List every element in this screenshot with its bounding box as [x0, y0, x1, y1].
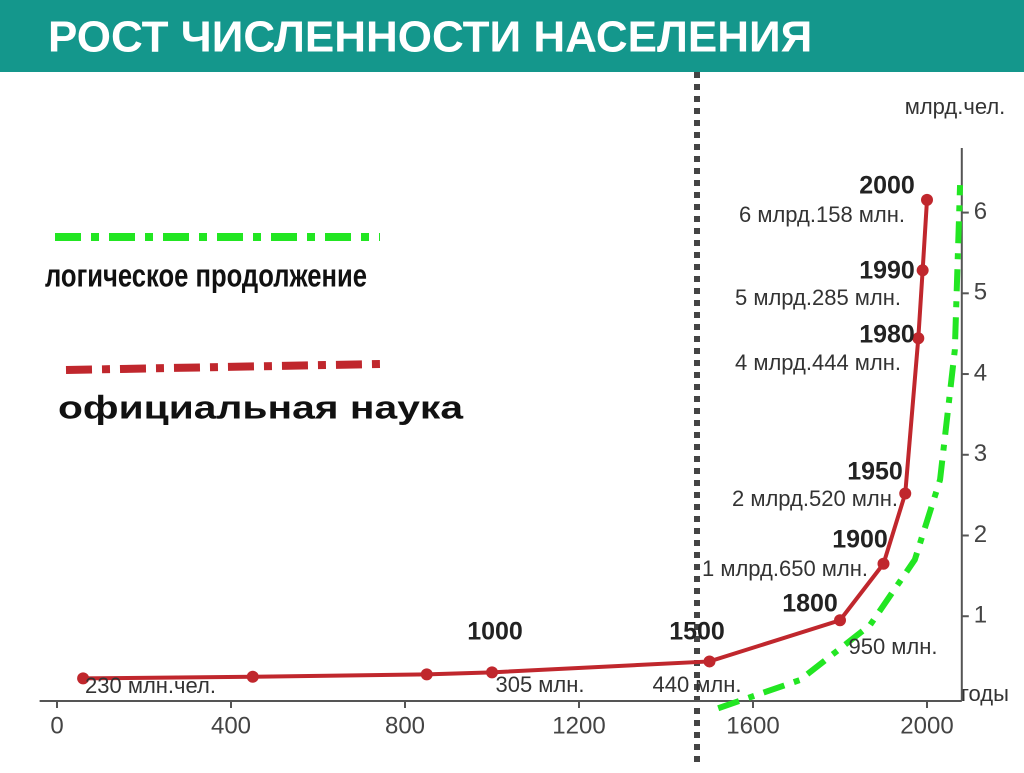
y-tick-label: 1	[974, 602, 987, 629]
legend-label: логическое продолжение	[45, 257, 367, 293]
value-label: 305 млн.	[495, 672, 584, 697]
data-point	[916, 264, 929, 277]
data-point	[246, 670, 259, 683]
year-label: 1980	[859, 321, 915, 349]
value-label: 1 млрд.650 млн.	[702, 556, 868, 581]
x-tick-label: 800	[385, 712, 425, 739]
data-point	[899, 487, 912, 500]
data-point	[921, 193, 933, 206]
year-label: 1950	[847, 458, 903, 486]
year-label: 1000	[467, 618, 523, 646]
value-label: 2 млрд.520 млн.	[732, 486, 898, 511]
year-label: 2000	[859, 172, 915, 200]
year-label: 1990	[859, 257, 915, 285]
y-tick-label: 2	[974, 521, 987, 548]
y-axis-label: млрд.чел.	[905, 94, 1006, 119]
data-point	[77, 672, 90, 685]
year-label: 1800	[782, 590, 838, 618]
y-tick-label: 3	[974, 440, 987, 467]
series-line	[717, 185, 964, 712]
y-tick-label: 6	[974, 198, 987, 225]
y-tick-label: 5	[974, 279, 987, 306]
year-label: 1900	[832, 526, 888, 554]
x-tick-label: 1600	[726, 712, 779, 739]
x-axis-label: годы	[961, 681, 1009, 706]
year-label: 1500	[669, 618, 725, 646]
data-point	[877, 557, 890, 570]
x-tick-label: 2000	[900, 712, 953, 739]
data-point	[486, 666, 498, 679]
data-point	[703, 655, 716, 668]
x-tick-label: 400	[211, 712, 251, 739]
data-point	[834, 614, 846, 627]
value-label: 4 млрд.444 млн.	[735, 350, 901, 375]
value-label: 950 млн.	[848, 634, 937, 659]
x-tick-label: 1200	[552, 712, 605, 739]
legend-line	[65, 360, 381, 374]
header-bar	[0, 0, 1024, 72]
x-tick-label: 0	[50, 712, 63, 739]
value-label: 440 млн.	[652, 672, 741, 697]
value-label: 5 млрд.285 млн.	[735, 285, 901, 310]
value-label: 6 млрд.158 млн.	[739, 202, 905, 227]
chart-title: РОСТ ЧИСЛЕННОСТИ НАСЕЛЕНИЯ	[48, 13, 812, 62]
value-label: 230 млн.чел.	[85, 673, 216, 698]
y-tick-label: 4	[974, 359, 987, 386]
data-point	[912, 332, 925, 345]
data-point	[420, 668, 433, 681]
legend-label: официальная наука	[58, 389, 463, 425]
